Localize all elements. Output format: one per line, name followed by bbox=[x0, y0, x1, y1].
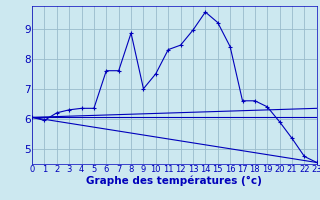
X-axis label: Graphe des températures (°c): Graphe des températures (°c) bbox=[86, 176, 262, 186]
